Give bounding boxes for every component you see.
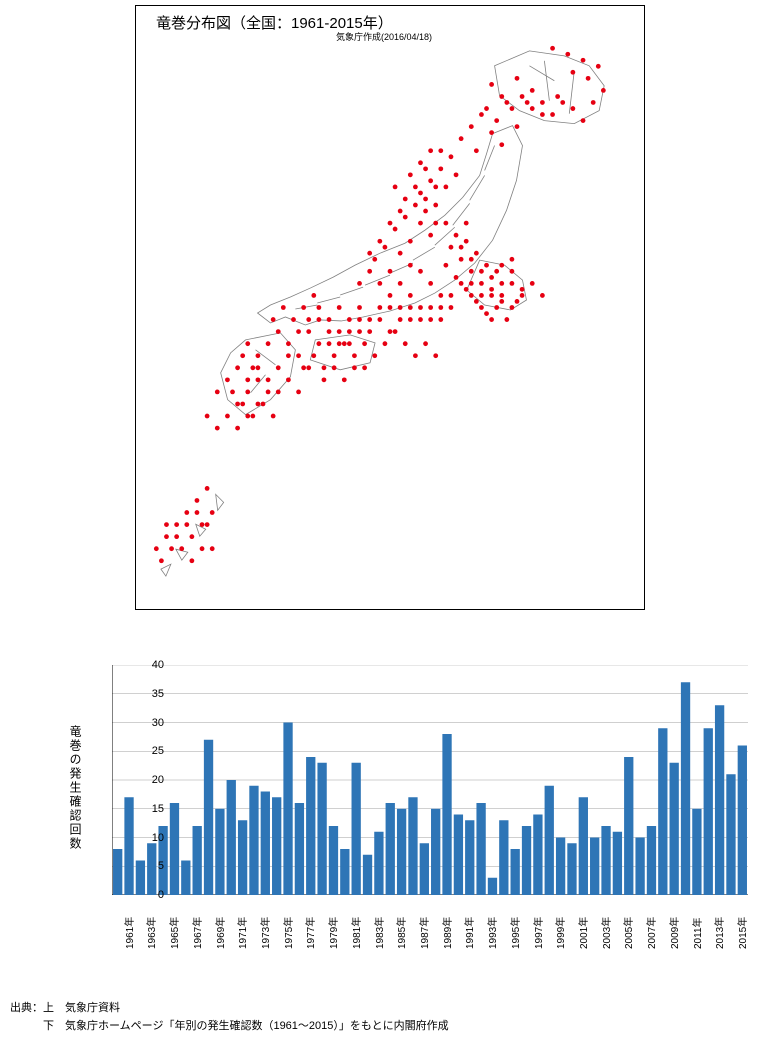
bar-chart-svg (112, 665, 752, 895)
bar-chart-panel: 竜巻の発生確認回数 0510152025303540 1961年1963年196… (58, 655, 758, 965)
y-tick-label: 10 (152, 832, 164, 844)
x-tick-label: 2009年 (666, 917, 681, 949)
x-tick-label: 1969年 (212, 917, 227, 949)
x-tick-label: 1977年 (302, 917, 317, 949)
x-tick-label: 1971年 (234, 917, 249, 949)
x-tick-label: 1965年 (166, 917, 181, 949)
x-tick-label: 1979年 (325, 917, 340, 949)
x-tick-label: 1981年 (348, 917, 363, 949)
x-tick-label: 2007年 (643, 917, 658, 949)
chart-y-axis-title: 竜巻の発生確認回数 (68, 725, 82, 851)
x-tick-label: 1963年 (143, 917, 158, 949)
japan-map-svg (136, 6, 644, 609)
x-tick-label: 1993年 (484, 917, 499, 949)
y-tick-label: 15 (152, 803, 164, 815)
y-tick-label: 20 (152, 774, 164, 786)
x-tick-labels: 1961年 1963年 1965年 1967年 1969年 1971年 1973年 1975年… (112, 899, 752, 959)
y-tick-label: 25 (152, 745, 164, 757)
x-tick-label: 2005年 (620, 917, 635, 949)
x-tick-label: 1989年 (439, 917, 454, 949)
x-tick-label: 1967年 (189, 917, 204, 949)
x-tick-label: 1991年 (461, 917, 476, 949)
y-tick-label: 5 (158, 860, 164, 872)
x-tick-label: 1987年 (416, 917, 431, 949)
x-tick-label: 1995年 (507, 917, 522, 949)
map-panel: 竜巻分布図（全国：1961-2015年） 気象庁作成(2016/04/18) (135, 5, 645, 610)
x-tick-label: 1975年 (280, 917, 295, 949)
x-tick-label: 1997年 (530, 917, 545, 949)
page-root: 竜巻分布図（全国：1961-2015年） 気象庁作成(2016/04/18) (0, 0, 780, 1042)
x-tick-label: 2001年 (575, 917, 590, 949)
x-tick-label: 1985年 (393, 917, 408, 949)
x-tick-label: 2013年 (711, 917, 726, 949)
y-tick-label: 40 (152, 659, 164, 671)
x-tick-label: 1973年 (257, 917, 272, 949)
footnote-line-2: 下 気象庁ホームページ「年別の発生確認数（1961〜2015）」をもとに内閣府作… (10, 1018, 449, 1036)
x-tick-label: 1983年 (371, 917, 386, 949)
x-tick-label: 2003年 (598, 917, 613, 949)
footnote-line-1: 出典：上 気象庁資料 (10, 1000, 449, 1018)
y-tick-label: 35 (152, 688, 164, 700)
x-tick-label: 2015年 (734, 917, 749, 949)
y-tick-label: 30 (152, 717, 164, 729)
source-footnote: 出典：上 気象庁資料 下 気象庁ホームページ「年別の発生確認数（1961〜201… (10, 1000, 449, 1035)
x-tick-label: 2011年 (689, 917, 704, 949)
x-tick-label: 1961年 (121, 917, 136, 949)
x-tick-label: 1999年 (552, 917, 567, 949)
chart-plot-area (112, 665, 752, 895)
